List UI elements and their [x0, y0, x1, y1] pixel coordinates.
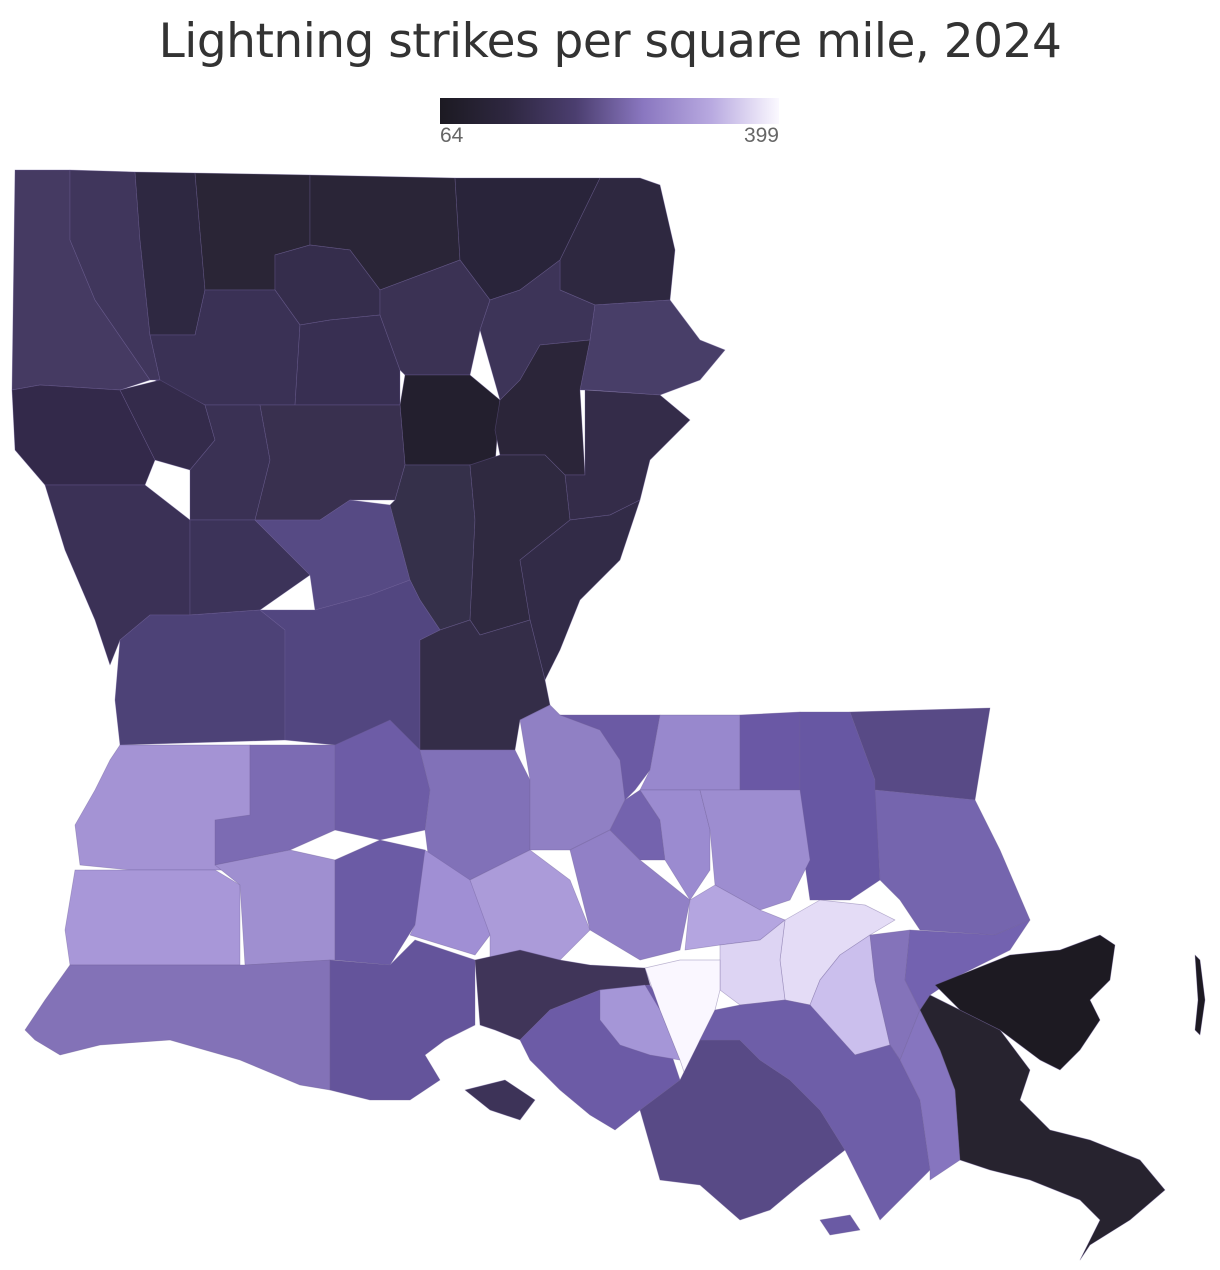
parish-region [819, 1214, 861, 1236]
legend-max-label: 399 [743, 124, 779, 147]
parish-region [519, 499, 641, 681]
legend-min-label: 64 [440, 124, 464, 147]
parish-region [699, 789, 811, 911]
color-legend: 64 399 [440, 98, 779, 147]
color-scale-bar [440, 98, 779, 124]
parish-region [254, 404, 406, 521]
parish-region [719, 919, 786, 1006]
parish-region [114, 609, 286, 746]
parish-region [559, 714, 661, 801]
parish-region [189, 519, 311, 616]
parish-region [294, 314, 401, 406]
parish-region [24, 959, 331, 1091]
parish-region [469, 849, 591, 961]
chandeleur-island [1194, 954, 1206, 1036]
parish-region [259, 579, 441, 751]
parish-region [579, 299, 726, 396]
parish-region [464, 1079, 536, 1121]
parish-region [64, 869, 241, 966]
parish-region [919, 994, 1166, 1261]
parish-region [934, 934, 1116, 1071]
parish-region [874, 789, 1031, 936]
parish-region [399, 374, 501, 466]
parish-region [329, 939, 476, 1101]
chart-title: Lightning strikes per square mile, 2024 [158, 14, 1062, 69]
parish-region [599, 984, 681, 1061]
